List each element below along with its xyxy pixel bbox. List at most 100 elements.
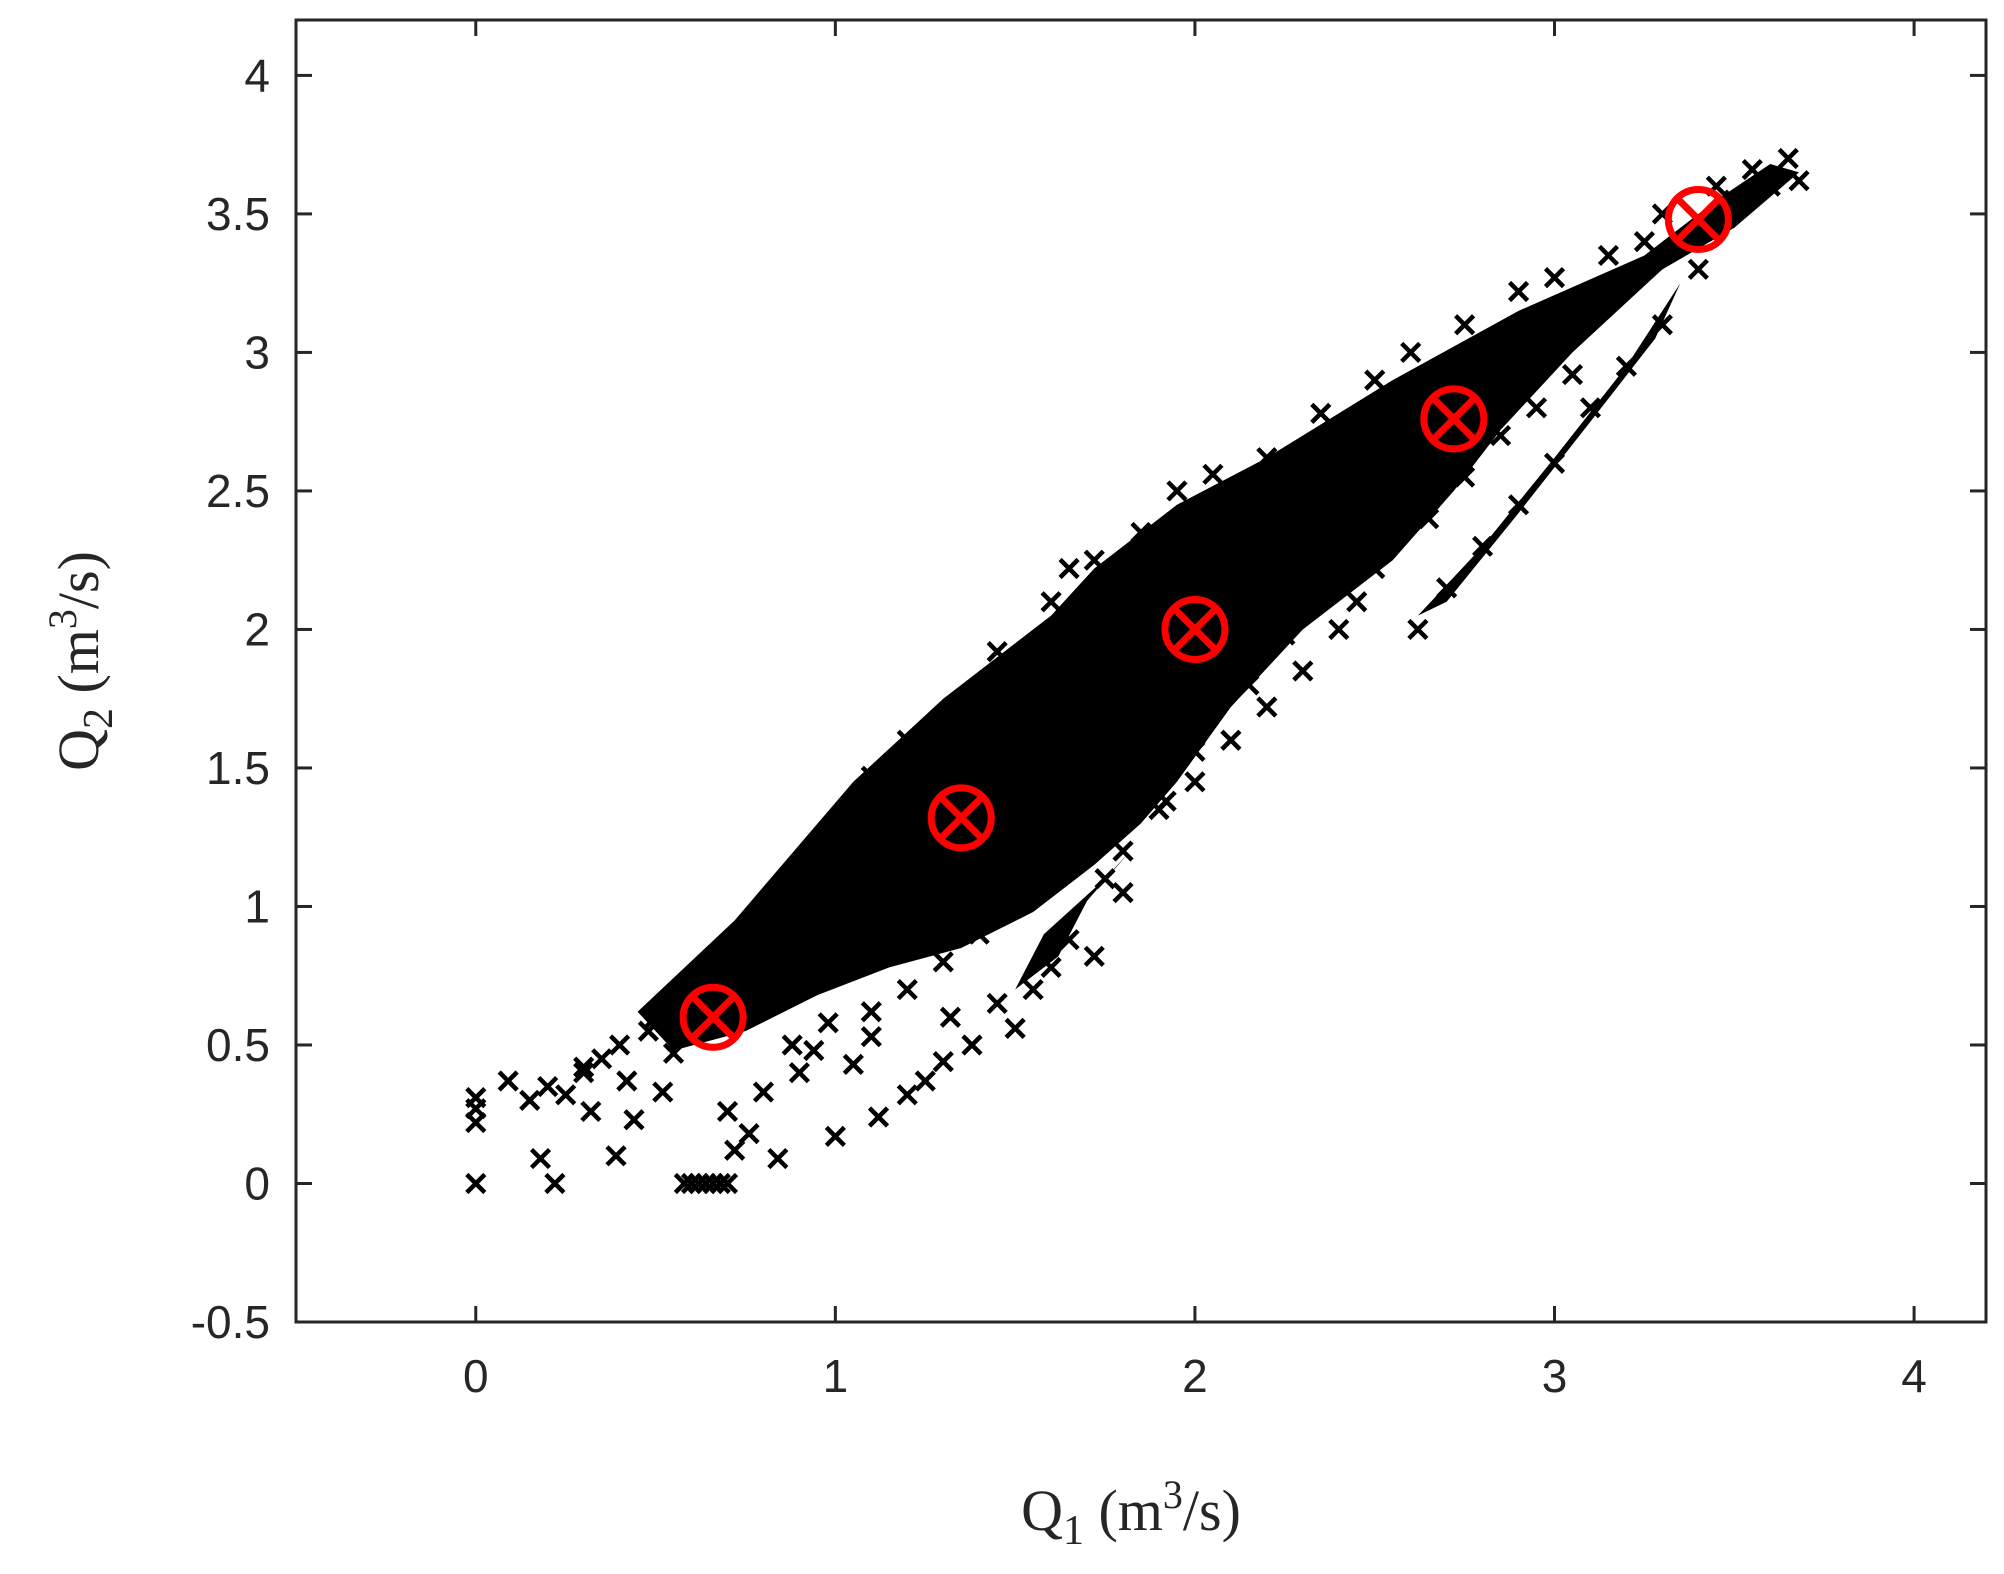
data-point-x-marker: [555, 1084, 577, 1106]
data-point-x-marker: [1155, 790, 1177, 812]
y-axis-label-superscript: 3: [40, 609, 85, 629]
data-point-x-marker: [1543, 452, 1566, 474]
data-point-x-marker: [860, 1001, 882, 1023]
highlight-cross: [1430, 395, 1478, 443]
data-point-x-marker: [1292, 480, 1314, 502]
data-point-x-marker: [1256, 508, 1278, 530]
data-point-x-marker: [914, 1070, 936, 1092]
highlight-point: [679, 983, 747, 1051]
highlight-circle: [679, 983, 747, 1051]
highlight-point: [1161, 595, 1229, 663]
data-point-x-marker: [1687, 258, 1709, 280]
y-tick-label: 4: [244, 49, 270, 101]
x-tick-label: 0: [463, 1350, 489, 1402]
data-point-x-marker: [860, 1026, 882, 1048]
data-point-x-marker: [1040, 771, 1062, 793]
data-point-x-marker: [1651, 314, 1673, 336]
data-point-x-marker: [1112, 840, 1134, 862]
data-point-x-marker: [519, 1089, 541, 1111]
data-point-x-marker: [914, 785, 936, 807]
data-point-x-marker: [1058, 812, 1080, 834]
data-point-x-marker: [1400, 397, 1422, 419]
data-point-x-marker: [752, 923, 775, 945]
data-point-x-marker: [896, 1084, 918, 1106]
data-point-x-marker: [986, 641, 1008, 663]
data-point-x-marker: [1328, 452, 1350, 474]
y-tick-label: 3.5: [206, 188, 270, 240]
data-point-x-marker: [1346, 591, 1368, 613]
data-point-x-marker: [824, 1125, 846, 1147]
y-axis-label-subscript: 2: [76, 708, 122, 729]
data-point-x-marker: [1543, 267, 1566, 289]
x-axis-label: Q1 (m3/s): [1021, 1472, 1241, 1554]
data-point-x-marker: [709, 1172, 731, 1195]
data-point-x-marker: [1022, 978, 1044, 1001]
data-point-x-marker: [1328, 618, 1350, 641]
data-point-x-marker: [1112, 882, 1134, 904]
data-point-x-marker: [716, 1100, 739, 1123]
data-point-x-marker: [591, 1048, 613, 1070]
data-point-x-marker: [770, 965, 793, 987]
data-point-x-marker: [1400, 341, 1422, 364]
data-point-x-marker: [637, 1020, 659, 1042]
data-point-x-marker: [1094, 868, 1116, 890]
data-point-x-marker: [1310, 549, 1332, 571]
data-point-x-marker: [806, 887, 828, 909]
data-point-x-marker: [986, 992, 1008, 1015]
y-axis-label-unit-end: /s): [46, 551, 111, 609]
data-point-x-marker: [961, 1034, 983, 1056]
data-point-x-marker: [609, 1034, 631, 1056]
data-point-x-marker: [544, 1172, 566, 1195]
data-point-x-marker: [724, 1139, 746, 1161]
y-tick-label: 0.5: [206, 1019, 270, 1071]
data-point-x-marker: [1364, 369, 1386, 391]
data-point-x-marker: [824, 868, 846, 890]
plot-frame: [294, 18, 1988, 1324]
data-point-x-marker: [860, 909, 882, 931]
data-point-x-marker: [817, 1012, 839, 1034]
data-point-x-marker: [842, 826, 864, 848]
data-point-x-marker: [537, 1075, 559, 1098]
highlight-cross: [1171, 605, 1219, 653]
data-point-x-marker: [1454, 314, 1476, 336]
data-point-x-marker: [1292, 660, 1314, 682]
data-point-x-marker: [644, 1006, 667, 1028]
y-axis-label: Q2 (m3/s): [40, 551, 122, 771]
highlight-circle: [1161, 595, 1229, 663]
data-point-x-marker: [1777, 147, 1799, 170]
data-point-x-marker: [1112, 674, 1134, 696]
x-tick-label: 4: [1901, 1350, 1927, 1402]
data-point-x-marker: [781, 1034, 803, 1056]
data-point-x-marker: [1004, 882, 1026, 904]
y-tick-label: 3: [244, 326, 270, 378]
data-point-x-marker: [1058, 929, 1080, 951]
data-point-x-marker: [896, 909, 918, 931]
data-point-x-marker: [878, 812, 900, 834]
scatter-points: [465, 147, 1810, 1195]
data-point-x-marker: [867, 1106, 890, 1128]
highlight-cross: [689, 993, 737, 1041]
highlight-circle: [927, 784, 995, 852]
y-axis-label-base: Q: [46, 729, 111, 771]
highlight-points: [679, 185, 1732, 1051]
cloud-lower-lobe: [1015, 851, 1131, 990]
data-point-x-marker: [860, 765, 882, 787]
data-point-x-marker: [1382, 521, 1404, 544]
data-point-x-marker: [1561, 363, 1584, 386]
highlight-circle: [1420, 385, 1488, 453]
data-point-x-marker: [1220, 563, 1242, 585]
x-axis-label-unit-start: (m: [1084, 1478, 1163, 1543]
data-point-x-marker: [465, 1087, 487, 1109]
data-point-x-marker: [1004, 826, 1026, 848]
data-point-x-marker: [1454, 466, 1476, 488]
data-point-x-marker: [1633, 231, 1655, 253]
data-point-x-marker: [573, 1056, 595, 1078]
data-point-x-marker: [623, 1109, 645, 1131]
data-point-x-marker: [662, 1042, 685, 1064]
data-point-x-marker: [1130, 521, 1152, 544]
data-point-x-marker: [1130, 632, 1152, 654]
data-point-x-marker: [738, 1123, 760, 1145]
data-point-x-marker: [842, 1053, 864, 1075]
data-point-x-marker: [1472, 535, 1494, 557]
